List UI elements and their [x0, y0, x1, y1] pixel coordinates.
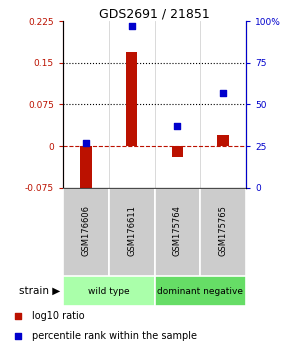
- Point: [221, 90, 226, 96]
- Text: GSM175765: GSM175765: [219, 205, 228, 256]
- Point: [129, 23, 134, 29]
- Point: [175, 123, 180, 129]
- Point: [15, 333, 20, 339]
- Bar: [80, 146, 92, 196]
- Bar: [63, 276, 154, 306]
- Point: [15, 313, 20, 318]
- Text: log10 ratio: log10 ratio: [32, 310, 85, 320]
- Bar: [154, 188, 200, 276]
- Text: strain ▶: strain ▶: [19, 286, 60, 296]
- Bar: [109, 188, 154, 276]
- Text: dominant negative: dominant negative: [157, 287, 243, 296]
- Text: GSM176611: GSM176611: [127, 205, 136, 256]
- Text: GSM176606: GSM176606: [81, 205, 90, 256]
- Bar: [154, 276, 246, 306]
- Bar: [126, 52, 137, 146]
- Text: wild type: wild type: [88, 287, 130, 296]
- Point: [83, 140, 88, 145]
- Bar: [172, 146, 183, 157]
- Bar: [200, 188, 246, 276]
- Bar: [218, 135, 229, 146]
- Bar: [63, 188, 109, 276]
- Title: GDS2691 / 21851: GDS2691 / 21851: [99, 7, 210, 20]
- Text: percentile rank within the sample: percentile rank within the sample: [32, 331, 197, 341]
- Text: GSM175764: GSM175764: [173, 205, 182, 256]
